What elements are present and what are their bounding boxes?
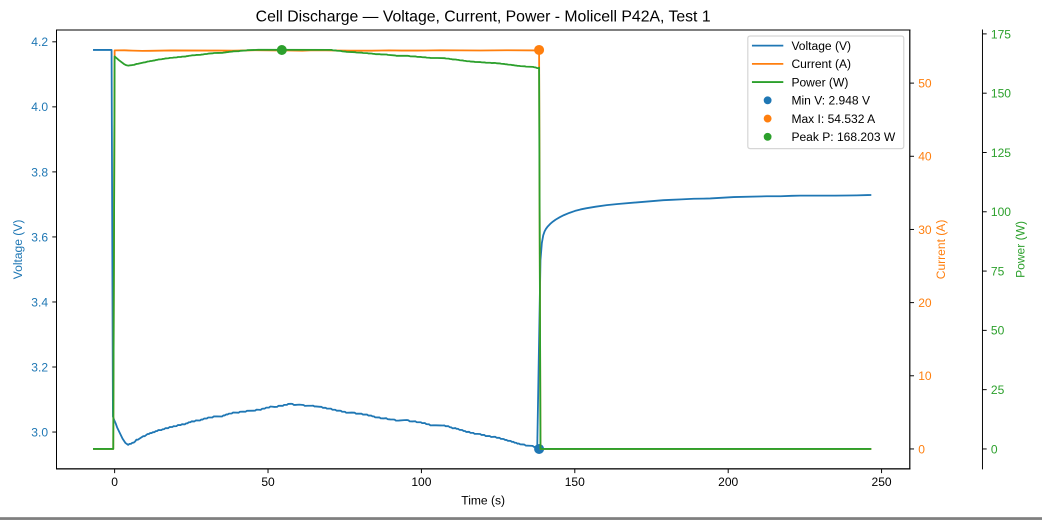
svg-text:Voltage (V): Voltage (V) bbox=[791, 39, 851, 53]
svg-text:250: 250 bbox=[872, 475, 892, 489]
svg-text:Power (W): Power (W) bbox=[1014, 221, 1028, 278]
svg-text:Current (A): Current (A) bbox=[791, 57, 851, 71]
svg-text:3.0: 3.0 bbox=[31, 425, 48, 439]
svg-text:40: 40 bbox=[918, 150, 932, 164]
svg-text:4.2: 4.2 bbox=[31, 35, 48, 49]
svg-text:0: 0 bbox=[918, 442, 925, 456]
svg-text:150: 150 bbox=[565, 475, 585, 489]
svg-text:50: 50 bbox=[918, 76, 932, 90]
svg-text:100: 100 bbox=[411, 475, 431, 489]
svg-text:3.8: 3.8 bbox=[31, 165, 48, 179]
svg-text:Min V: 2.948 V: Min V: 2.948 V bbox=[791, 94, 870, 108]
svg-text:Max I: 54.532 A: Max I: 54.532 A bbox=[791, 112, 876, 126]
svg-text:Voltage (V): Voltage (V) bbox=[11, 220, 25, 280]
svg-text:Cell Discharge — Voltage, Curr: Cell Discharge — Voltage, Current, Power… bbox=[256, 9, 711, 26]
svg-text:75: 75 bbox=[991, 264, 1005, 278]
svg-text:3.4: 3.4 bbox=[31, 295, 48, 309]
svg-text:30: 30 bbox=[918, 223, 932, 237]
svg-text:125: 125 bbox=[991, 146, 1011, 160]
svg-text:Current (A): Current (A) bbox=[934, 220, 948, 280]
svg-text:20: 20 bbox=[918, 296, 932, 310]
svg-text:200: 200 bbox=[718, 475, 738, 489]
svg-text:4.0: 4.0 bbox=[31, 100, 48, 114]
svg-text:10: 10 bbox=[918, 369, 932, 383]
svg-text:100: 100 bbox=[991, 205, 1011, 219]
svg-text:0: 0 bbox=[111, 475, 118, 489]
svg-text:50: 50 bbox=[261, 475, 275, 489]
svg-text:150: 150 bbox=[991, 87, 1011, 101]
svg-text:50: 50 bbox=[991, 324, 1005, 338]
svg-text:Power (W): Power (W) bbox=[791, 75, 848, 89]
svg-text:Peak P: 168.203 W: Peak P: 168.203 W bbox=[791, 130, 895, 144]
svg-text:0: 0 bbox=[991, 442, 998, 456]
svg-text:25: 25 bbox=[991, 383, 1005, 397]
svg-text:175: 175 bbox=[991, 27, 1011, 41]
svg-text:Time (s): Time (s) bbox=[461, 493, 505, 507]
svg-text:3.6: 3.6 bbox=[31, 230, 48, 244]
svg-text:3.2: 3.2 bbox=[31, 360, 48, 374]
